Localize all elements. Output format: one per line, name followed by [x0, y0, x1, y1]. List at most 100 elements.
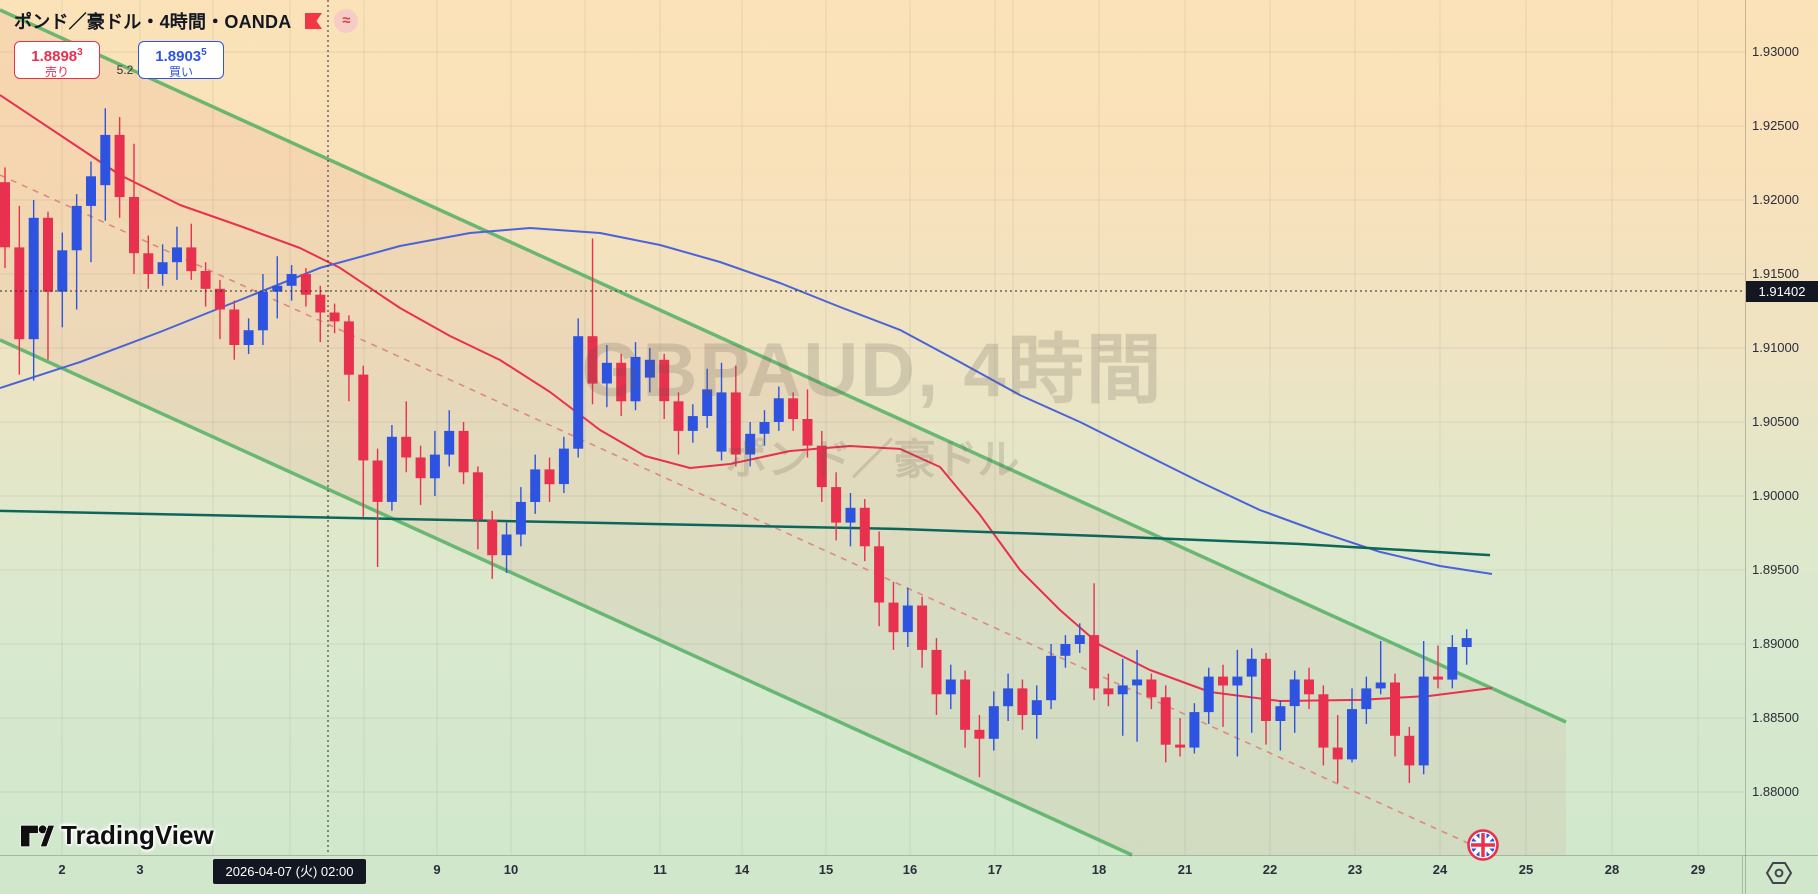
candle-body [1232, 676, 1243, 686]
candle-body [816, 445, 827, 488]
time-tick-label: 11 [653, 862, 667, 877]
price-tick-label: 1.88000 [1752, 784, 1799, 799]
channel-fill [0, 10, 1566, 855]
candle-body [1103, 688, 1114, 695]
candle-body [1146, 679, 1157, 698]
spread-value: 5.2 [116, 63, 134, 77]
time-tick-label: 9 [433, 862, 441, 877]
candle-body [86, 176, 96, 206]
candle-body [1318, 694, 1329, 748]
candle-body [28, 217, 39, 340]
ma-slow-teal [0, 509, 1491, 557]
candle-body [1461, 638, 1472, 647]
price-tick-label: 1.90000 [1752, 488, 1799, 503]
candle-body [358, 374, 369, 461]
candle-body [515, 501, 526, 535]
price-tick-label: 1.91000 [1752, 340, 1799, 355]
candle-body [673, 401, 684, 431]
candle-body [429, 454, 440, 479]
symbol-title[interactable]: ポンド／豪ドル・4時間・OANDA [14, 12, 292, 32]
candle-body [1175, 744, 1186, 748]
channel-lower-line [0, 338, 1133, 857]
candle-body [501, 534, 512, 556]
candle-body [43, 217, 53, 292]
buy-price: 1.8903 [155, 48, 202, 65]
candle-body [1031, 700, 1042, 715]
candle-body [1003, 688, 1014, 707]
axis-corner-divider [1742, 856, 1743, 894]
candle-body [129, 197, 139, 254]
candle-body [286, 274, 297, 286]
candle-body [1261, 658, 1271, 721]
candle-body [616, 362, 627, 402]
candle-body [859, 507, 870, 547]
candle-body [401, 436, 412, 458]
candle-body [143, 253, 154, 274]
candle-body [974, 729, 985, 739]
time-tick-label: 24 [1432, 862, 1448, 877]
time-tick-label: 16 [902, 862, 918, 877]
candle-body [200, 271, 211, 289]
candle-body [630, 356, 641, 402]
channel-median-line [0, 174, 1495, 856]
similar-symbols-icon[interactable]: ≈ [334, 9, 359, 33]
ma-mid-blue [0, 227, 1493, 575]
candle-body [1132, 679, 1143, 686]
candle-body [1246, 658, 1257, 677]
candle-body [1447, 647, 1458, 680]
candle-body [1404, 735, 1415, 766]
candle-body [1390, 682, 1400, 736]
candle-body [644, 359, 655, 378]
time-tick-label: 21 [1177, 862, 1193, 877]
tradingview-logo[interactable]: TradingView [20, 820, 214, 851]
candle-body [831, 487, 842, 523]
candle-body [802, 419, 813, 446]
candle-body [1089, 635, 1100, 689]
candle-body [687, 416, 698, 431]
buy-sell-widget: 1.88983 売り 1.89035 買い [14, 41, 358, 79]
candle-body [773, 398, 784, 422]
gear-icon[interactable] [1764, 860, 1794, 886]
price-tick-label: 1.92000 [1752, 192, 1799, 207]
candle-body [1304, 679, 1314, 695]
candle-body [1017, 688, 1028, 715]
candle-body [917, 605, 928, 650]
candle-body [1160, 697, 1171, 745]
time-tick-label: 25 [1518, 862, 1534, 877]
price-tick-label: 1.90500 [1752, 414, 1799, 429]
candle-body [1189, 712, 1200, 748]
candle-body [71, 205, 82, 251]
time-tick-label: 15 [818, 862, 834, 877]
time-tick-label: 17 [987, 862, 1003, 877]
chart-header: ポンド／豪ドル・4時間・OANDA ≈ 1.88983 売り 1.89035 買… [14, 8, 359, 79]
time-tick-label: 28 [1604, 862, 1620, 877]
time-tick-label: 22 [1262, 862, 1278, 877]
candle-body [587, 336, 598, 384]
candle-body [1418, 676, 1429, 766]
time-axis-border [0, 855, 1818, 856]
candle-body [530, 469, 541, 502]
sell-button[interactable]: 1.88983 売り [14, 41, 100, 79]
candle-body [931, 649, 942, 695]
candle-body [315, 294, 326, 313]
candle-body [902, 605, 913, 633]
buy-button[interactable]: 1.89035 買い [138, 41, 224, 79]
red-flag-icon[interactable] [305, 13, 323, 29]
ma-fast-red [0, 94, 1493, 702]
time-tick-label: 18 [1091, 862, 1107, 877]
candle-body [300, 274, 311, 295]
candle-body [386, 436, 397, 502]
candle-body [243, 330, 254, 345]
candle-body [100, 134, 111, 186]
candle-body [1117, 685, 1128, 695]
uk-flag-badge-icon[interactable] [1467, 829, 1499, 861]
candle-body [573, 336, 584, 449]
sell-price-pip: 3 [77, 47, 83, 58]
candle-body [229, 309, 240, 345]
time-tick-label: 3 [136, 862, 144, 877]
candle-body [788, 398, 799, 419]
candle-body [544, 469, 555, 485]
time-tick-label: 10 [503, 862, 519, 877]
